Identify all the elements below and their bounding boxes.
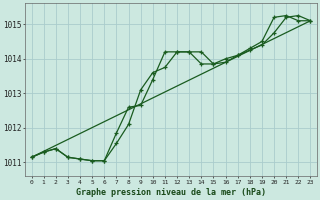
- X-axis label: Graphe pression niveau de la mer (hPa): Graphe pression niveau de la mer (hPa): [76, 188, 266, 197]
